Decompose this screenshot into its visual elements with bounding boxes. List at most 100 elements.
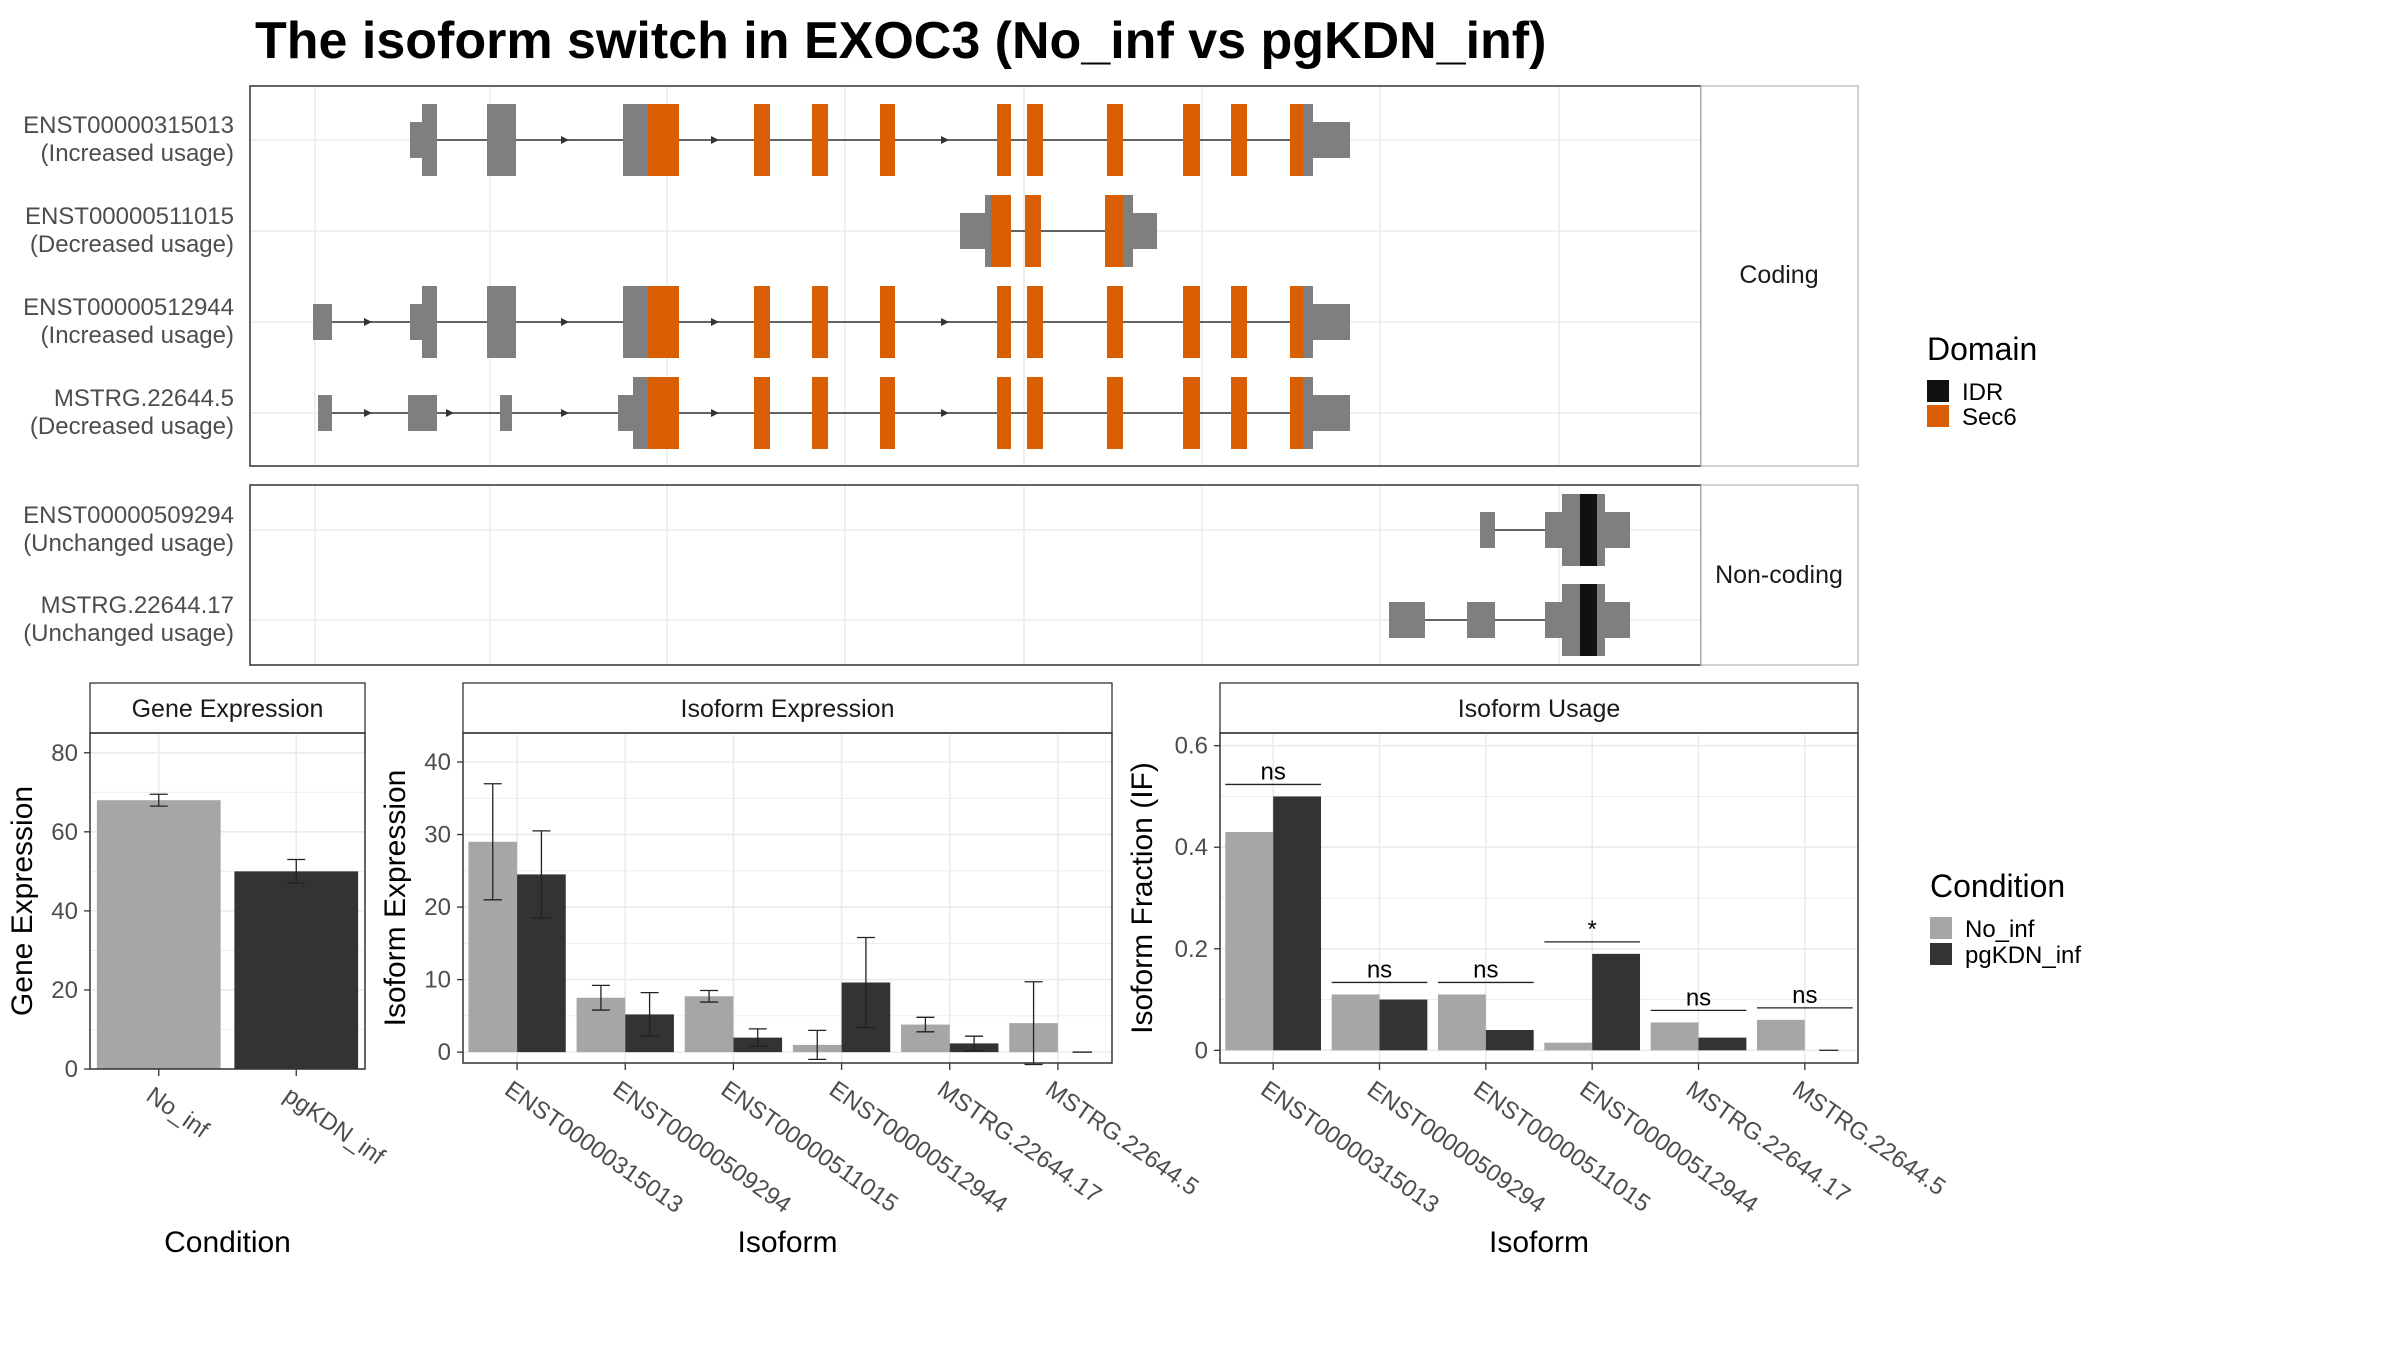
x-tick-label: pgKDN_inf [279, 1082, 390, 1171]
x-tick-label: ENST00000512944 [824, 1076, 1012, 1219]
coding-exon [633, 377, 648, 449]
coding-exon [1123, 195, 1133, 267]
utr-exon [1605, 512, 1630, 548]
isoform-status-label: (Decreased usage) [30, 413, 234, 440]
utr-exon [1389, 602, 1425, 638]
bar [1698, 1037, 1747, 1051]
sec6-domain-exon [1183, 286, 1200, 358]
domain-legend: Domain IDR Sec6 [1927, 331, 2037, 431]
coding-exon [1303, 104, 1313, 176]
sec6-domain-exon [1231, 104, 1247, 176]
coding-exon [1597, 584, 1605, 656]
utr-exon [1467, 602, 1495, 638]
panel-title: Isoform Usage [1458, 695, 1621, 723]
sec6-domain-exon [1183, 104, 1200, 176]
sec6-domain-exon [991, 195, 1011, 267]
sec6-domain-exon [1105, 195, 1123, 267]
noncoding-panel-bg [250, 485, 1701, 665]
y-tick-label: 40 [51, 898, 78, 925]
utr-exon [1480, 512, 1495, 548]
y-tick-label: 20 [51, 977, 78, 1004]
x-tick-label: No_inf [141, 1082, 214, 1144]
y-tick-label: 40 [424, 749, 451, 776]
condition-legend-title: Condition [1930, 868, 2065, 904]
isoform-status-label: (Unchanged usage) [23, 620, 234, 647]
bar [1650, 1022, 1699, 1051]
y-axis-title: Isoform Expression [379, 770, 412, 1027]
x-axis-title: Condition [164, 1226, 291, 1259]
bar [684, 996, 734, 1053]
significance-label: ns [1473, 956, 1498, 983]
panel-strip [462, 682, 1113, 734]
sec6-domain-exon [812, 377, 828, 449]
coding-panel: Coding [249, 85, 1859, 467]
utr-exon [313, 304, 332, 340]
structure-panel: Coding Non-coding ENST00000315013(Increa… [23, 85, 1859, 666]
coding-exon [422, 104, 437, 176]
sec6-domain-exon [812, 286, 828, 358]
isoform-id-label: MSTRG.22644.17 [41, 592, 234, 619]
legend-label-idr: IDR [1962, 379, 2003, 406]
sec6-domain-exon [1027, 286, 1043, 358]
utr-exon [618, 395, 633, 431]
y-tick-label: 0.4 [1175, 834, 1208, 861]
y-tick-label: 60 [51, 819, 78, 846]
coding-exon [1597, 494, 1605, 566]
y-tick-label: 80 [51, 740, 78, 767]
coding-tracks [313, 104, 1350, 449]
panel-title: Gene Expression [132, 695, 324, 723]
bar [1437, 994, 1486, 1051]
utr-exon [960, 213, 985, 249]
utr-exon [408, 395, 437, 431]
utr-exon [1313, 304, 1350, 340]
sec6-domain-exon [812, 104, 828, 176]
sec6-domain-exon [1027, 104, 1043, 176]
coding-exon [623, 104, 648, 176]
coding-strip [1700, 85, 1859, 467]
significance-label: * [1587, 916, 1596, 943]
x-tick-label: ENST00000315013 [500, 1076, 688, 1219]
y-tick-label: 10 [424, 967, 451, 994]
sec6-domain-exon [754, 104, 770, 176]
y-tick-label: 30 [424, 822, 451, 849]
bar [234, 871, 359, 1069]
bar [1544, 1042, 1593, 1051]
legend-key-pgkdn-inf [1930, 943, 1952, 965]
sec6-domain-exon [1290, 104, 1303, 176]
x-axis-title: Isoform [1489, 1226, 1589, 1259]
isoform-status-label: (Decreased usage) [30, 231, 234, 258]
legend-key-idr [1927, 380, 1949, 402]
panel-border [462, 732, 1113, 1064]
isoform-id-label: MSTRG.22644.5 [54, 385, 234, 412]
idr-domain-exon [1580, 584, 1597, 656]
intron-arrow [711, 409, 719, 417]
panel-border [89, 732, 366, 1070]
sec6-domain-exon [880, 377, 895, 449]
noncoding-strip [1700, 484, 1859, 666]
bar [1331, 994, 1380, 1051]
y-tick-label: 0.6 [1175, 733, 1208, 760]
intron-arrow [561, 136, 569, 144]
sec6-domain-exon [880, 286, 895, 358]
intron-arrow [446, 409, 454, 417]
sec6-domain-exon [648, 104, 679, 176]
sec6-domain-exon [754, 377, 770, 449]
intron-arrow [561, 318, 569, 326]
y-tick-label: 0 [1195, 1037, 1208, 1064]
utr-exon [1545, 512, 1562, 548]
sec6-domain-exon [1183, 377, 1200, 449]
intron-arrow [941, 136, 949, 144]
intron-arrow [941, 318, 949, 326]
utr-exon [1545, 602, 1562, 638]
sec6-domain-exon [1027, 377, 1043, 449]
isoform-status-label: (Unchanged usage) [23, 530, 234, 557]
sec6-domain-exon [1107, 104, 1123, 176]
x-tick-label: ENST00000509294 [608, 1076, 796, 1219]
utr-exon [1313, 395, 1350, 431]
intron-arrow [941, 409, 949, 417]
sec6-domain-exon [880, 104, 895, 176]
y-tick-label: 0 [65, 1056, 78, 1083]
domain-legend-title: Domain [1927, 331, 2037, 367]
y-tick-label: 0.2 [1175, 936, 1208, 963]
transcript-track-0 [410, 104, 1350, 176]
